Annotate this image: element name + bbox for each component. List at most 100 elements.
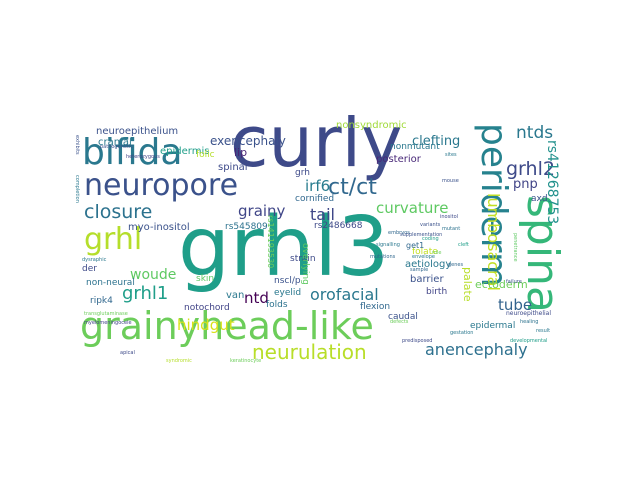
word: anencephaly [425,340,528,359]
word-cloud: curly grhl3 grainyhead-like bifida neuro… [70,115,570,365]
word: cornified [295,194,335,204]
word: rs41268753 [544,140,560,225]
word: rs141193530 [266,215,275,269]
word: signalling [376,242,400,248]
word: orofacial [310,285,379,304]
word: tube [498,296,533,314]
word: sites [445,152,457,158]
word: barrier [410,274,444,285]
word: grhl [84,222,143,257]
word: genes [448,262,464,268]
word: birth [426,287,448,297]
word: result [536,328,551,334]
word: grainyhead-like [80,304,374,348]
word: posterior [376,154,421,165]
word: folds [266,300,288,310]
word: spinal [218,162,248,173]
word: healing [520,319,539,325]
word: apical [120,350,135,356]
word: pathogenetic [100,144,134,150]
word: palate [461,267,474,302]
word: overlying [300,243,310,285]
word: myelomeningocele [84,320,132,326]
word: mouse [442,178,459,184]
word: hindgut [177,316,235,334]
word: pnp [513,177,538,192]
word: folic [196,150,215,160]
word: periderm [473,123,514,288]
word: developmental [510,338,548,344]
word: clefting [412,134,461,149]
word: strain [290,254,316,264]
word: transglutaminase [84,311,128,317]
word: folate [412,247,438,257]
word: neuroepithelium [96,126,179,137]
word: aetiology [405,259,452,270]
word: supplementation [400,232,443,238]
word: myo-inositol [128,222,190,233]
word: grainy [238,202,286,220]
word: sample [410,267,429,273]
word: completion [74,175,80,203]
word: van [226,290,245,301]
word: epidermis [160,146,210,157]
word: notochord [184,303,230,313]
word: rs2486668 [314,221,363,231]
word: ct/ct [328,175,377,200]
word: heterozygous [126,154,160,160]
word: failure [506,279,522,285]
word: nonmutant [390,142,440,152]
word: exencephaly [210,134,286,148]
word: variants [420,222,441,228]
word: spina [517,195,568,313]
word: grh [295,168,310,178]
word: predisposed [402,338,433,344]
word: inositol [440,214,459,220]
word: ectoderm [475,278,528,291]
word: get1 [406,241,425,250]
word: gestation [450,330,474,336]
word: grhl2 [506,158,555,180]
word: exhibits [74,135,80,155]
word: curvature [376,199,449,217]
word: tail [310,205,335,224]
word: closure [84,201,153,223]
word: cleft [458,242,469,248]
word: role [432,250,442,256]
word: neuropore [84,168,239,203]
word: mutations [370,254,396,260]
word: lumbosacral [484,193,503,291]
word: der [82,264,97,274]
word: lip [234,146,248,159]
word: bifida [82,132,183,173]
word: axd [531,194,548,204]
word: keratinocyte [230,358,262,364]
word: ntds [516,123,554,143]
word: nscl/p [274,276,301,286]
word: penetrance [512,233,518,262]
word: skin [196,274,215,284]
word: cranial [98,137,132,148]
word: mutant [442,226,461,232]
word: envelope [412,254,435,260]
word: coding [422,236,439,242]
word: woude [130,267,177,283]
word: ripk4 [90,296,113,306]
word: eyelid [274,288,302,298]
word: rs545809 [225,222,268,232]
word: nonsyndromic [336,120,407,131]
word: defects [390,319,409,325]
word: neurulation [252,340,367,364]
word: curly [230,115,403,183]
word: irf6 [305,177,331,195]
word: neuroepithelial [506,310,551,317]
word: grhl3 [178,200,390,295]
word: ntd [244,289,269,307]
word: non-neural [86,278,135,288]
word: embryos [388,230,410,236]
word: grhl1 [122,283,169,304]
word: syndromic [166,358,192,364]
word: epidermal [470,321,516,331]
word: dysraphic [82,257,107,263]
word: flexion [360,302,391,312]
